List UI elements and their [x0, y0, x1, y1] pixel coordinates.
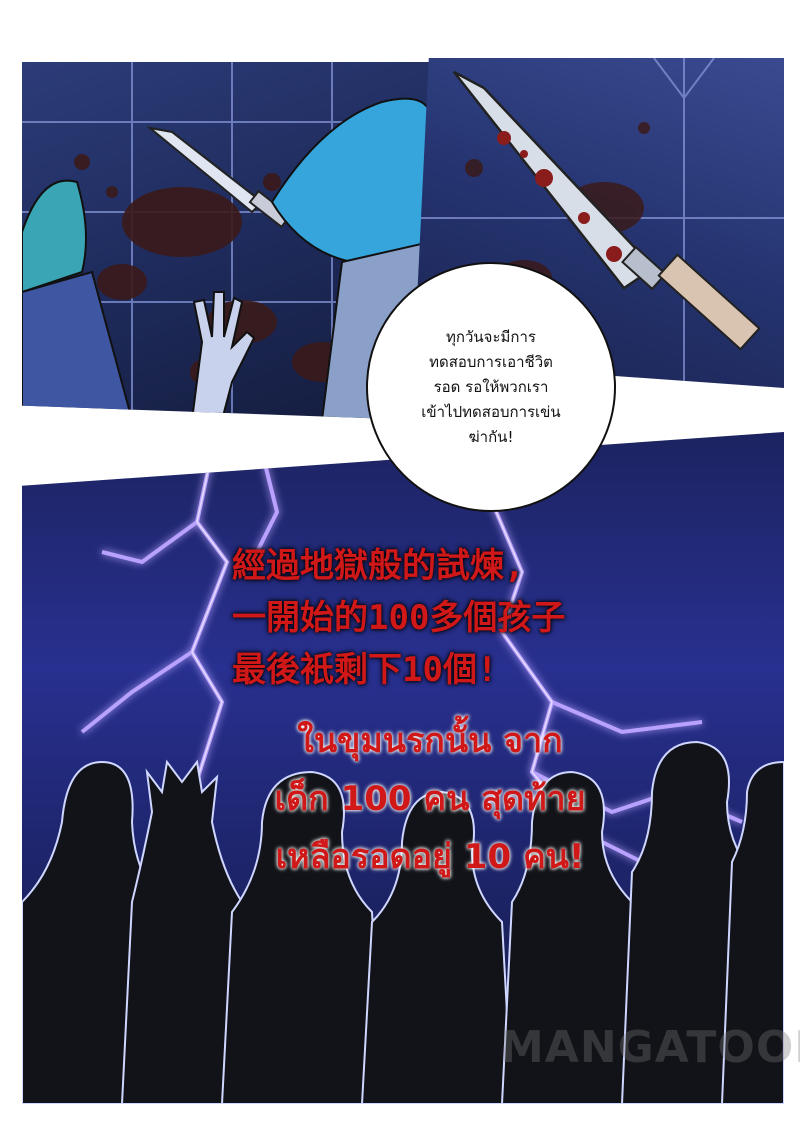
narration-chinese: 經過地獄般的試煉, 一開始的100多個孩子 最後衹剩下10個! [232, 540, 672, 696]
speech-line: ทดสอบการเอาชีวิต [429, 352, 553, 371]
speech-line: รอด รอให้พวกเรา [433, 377, 549, 396]
speech-line: ทุกวันจะมีการ [446, 327, 536, 346]
narration-line: ในขุมนรกนั้น จาก [297, 721, 563, 761]
narration-line: เด็ก 100 คน สุดท้าย [274, 779, 586, 819]
sword [146, 126, 292, 229]
narration-line: 經過地獄般的試煉, [232, 546, 525, 586]
narration-line: 一開始的100多個孩子 [232, 598, 566, 638]
panel-lightning-silhouettes [22, 432, 784, 1104]
narration-thai: ในขุมนรกนั้น จาก เด็ก 100 คน สุดท้าย เหล… [210, 712, 650, 886]
speech-bubble-text: ทุกวันจะมีการ ทดสอบการเอาชีวิต รอด รอให้… [396, 325, 586, 450]
raised-hand [190, 291, 256, 420]
panel-window-sword [22, 62, 430, 420]
silhouette-crowd [22, 740, 784, 1104]
narration-line: เหลือรอดอยู่ 10 คน! [275, 837, 585, 877]
speech-bubble: ทุกวันจะมีการ ทดสอบการเอาชีวิต รอด รอให้… [366, 262, 616, 512]
narration-line: 最後衹剩下10個! [232, 650, 498, 690]
panel-window-sword-art [22, 62, 430, 420]
speech-line: ฆ่ากัน! [468, 427, 514, 446]
bloody-blade [453, 70, 761, 351]
panel-lightning-art [22, 451, 784, 1104]
watermark-logo: MANGATOON [500, 1022, 800, 1073]
speech-line: เข้าไปทดสอบการเข่น [421, 402, 561, 421]
panel-blade-closeup-art [414, 58, 784, 388]
blue-haired-figure-left [22, 179, 134, 420]
